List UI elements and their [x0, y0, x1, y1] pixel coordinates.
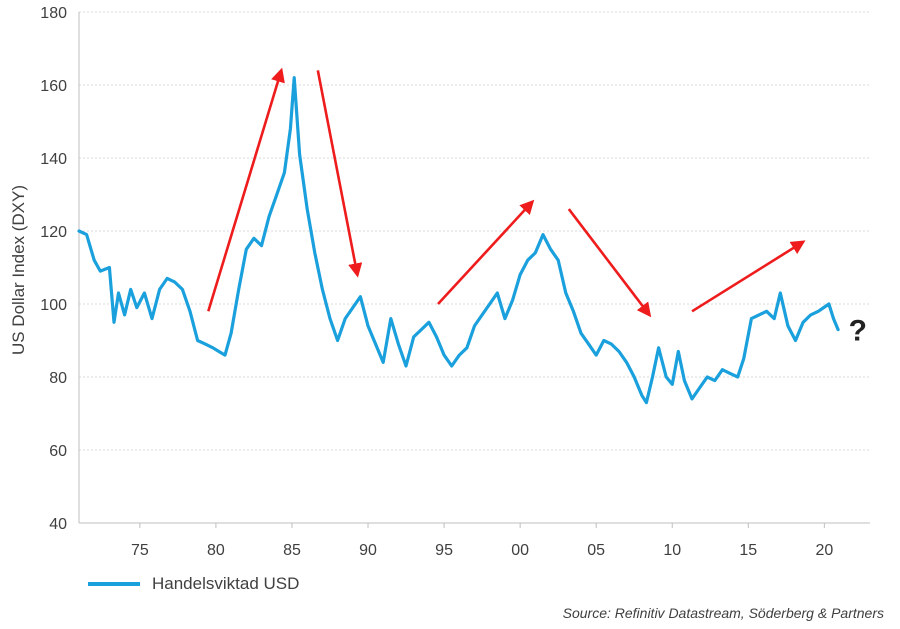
trend-arrow	[567, 208, 652, 318]
x-axis-ticks: 75 80 85 90 95 00 05 10 15 20	[131, 523, 833, 559]
y-tick-label: 40	[49, 516, 67, 533]
y-tick-label: 60	[49, 443, 67, 460]
y-tick-label: 100	[40, 297, 67, 314]
y-axis-ticks: 40 60 80 100 120 140 160 180	[40, 5, 67, 533]
x-tick-label: 75	[131, 542, 149, 559]
y-tick-label: 120	[40, 224, 67, 241]
series-line	[77, 76, 840, 405]
y-axis-label: US Dollar Index (DXY)	[9, 185, 28, 355]
legend-label: Handelsviktad USD	[152, 574, 300, 593]
x-tick-label: 20	[815, 542, 833, 559]
grid-lines	[79, 11, 870, 451]
x-tick-label: 85	[283, 542, 301, 559]
trend-arrow	[691, 240, 806, 313]
source-note: Source: Refinitiv Datastream, Söderberg …	[562, 605, 884, 621]
annotations: ?	[207, 67, 867, 348]
series-group	[77, 76, 840, 405]
trend-arrow	[437, 199, 535, 305]
x-tick-label: 05	[587, 542, 605, 559]
legend: Handelsviktad USD	[88, 574, 299, 594]
y-tick-label: 80	[49, 370, 67, 387]
legend-swatch	[88, 582, 140, 586]
x-tick-label: 15	[739, 542, 757, 559]
trend-arrow	[207, 67, 285, 312]
y-tick-label: 160	[40, 78, 67, 95]
x-tick-label: 90	[359, 542, 377, 559]
x-tick-label: 10	[663, 542, 681, 559]
question-mark: ?	[849, 315, 867, 348]
chart: 40 60 80 100 120 140 160 180 75 80 85 90 95 00 05 10 15…	[9, 5, 870, 559]
y-tick-label: 180	[40, 5, 67, 22]
x-tick-label: 00	[511, 542, 529, 559]
y-tick-label: 140	[40, 151, 67, 168]
x-tick-label: 95	[435, 542, 453, 559]
trend-arrow	[316, 70, 363, 278]
x-tick-label: 80	[207, 542, 225, 559]
